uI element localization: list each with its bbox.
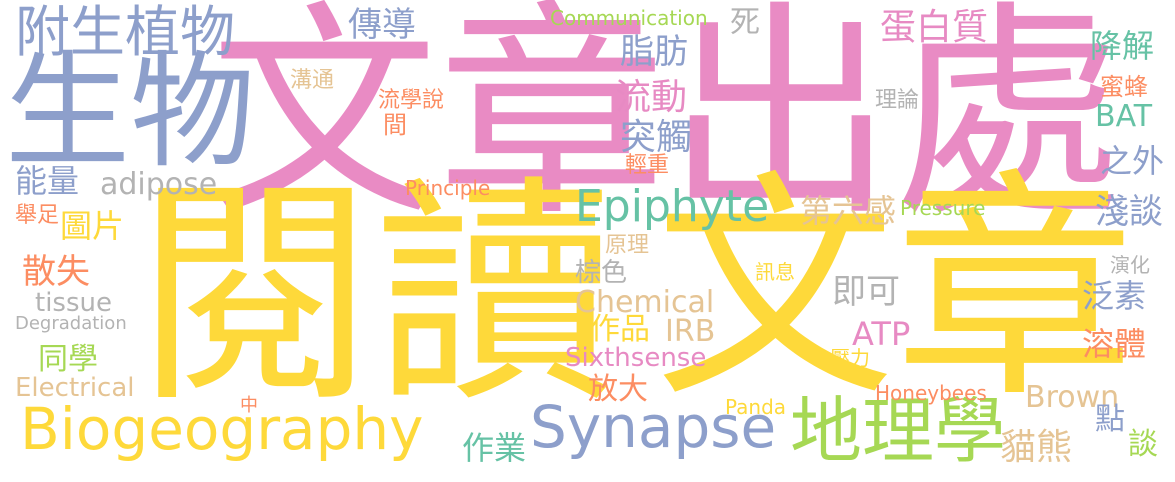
word-irb: IRB (665, 314, 716, 349)
word-jike: 即可 (832, 272, 900, 312)
word-qingzhong: 輕重 (625, 153, 670, 178)
word-principle: Principle (405, 176, 491, 200)
word-degradation: Degradation (15, 313, 127, 334)
word-synapse: Synapse (530, 393, 777, 461)
word-danbaizhi: 蛋白質 (880, 7, 989, 48)
word-biogeography: Biogeography (20, 395, 424, 463)
word-dian: 點 (1095, 402, 1125, 437)
word-wenzhang-chuchu: 文章出處 (210, 0, 1122, 247)
word-qiantan: 淺談 (1095, 192, 1163, 232)
word-diliugan: 第六感 (800, 192, 897, 230)
word-adipose: adipose (100, 167, 218, 202)
word-sanshi: 散失 (22, 252, 90, 292)
word-si: 死 (730, 5, 760, 40)
word-zhifang: 脂肪 (620, 32, 688, 72)
word-maoxiong: 貓熊 (1000, 427, 1073, 468)
word-tissue: tissue (35, 288, 112, 318)
word-jiangjie: 降解 (1090, 27, 1155, 65)
word-panda: Panda (725, 395, 787, 419)
word-zongse: 棕色 (575, 258, 628, 288)
word-fansu: 泛素 (1082, 277, 1147, 315)
word-zhong: 中 (240, 395, 258, 416)
word-tan: 談 (1128, 427, 1158, 462)
word-jian: 間 (383, 111, 407, 139)
word-brown: Brown (1025, 380, 1120, 415)
word-yuedu: 閱讀 (135, 155, 616, 435)
word-atp: ATP (852, 315, 911, 353)
word-mifeng: 蜜蜂 (1100, 73, 1148, 101)
word-liudong: 流動 (615, 77, 688, 118)
word-sixthsense: Sixthsense (565, 343, 707, 373)
word-dilixue: 地理學 (790, 389, 1007, 473)
word-electrical: Electrical (15, 373, 135, 403)
word-zuopin: 作品 (590, 312, 650, 347)
word-zuoye: 作業 (462, 429, 527, 467)
word-chuandao: 傳導 (348, 5, 416, 45)
word-fangda: 放大 (588, 372, 648, 407)
word-pressure: Pressure (900, 196, 986, 220)
word-yanhua: 演化 (1110, 253, 1150, 277)
word-lilun: 理論 (875, 88, 920, 113)
word-goutong: 溝通 (290, 68, 335, 93)
word-wenzhang: 文章 (655, 150, 1136, 430)
word-communication: Communication (550, 6, 708, 30)
word-rongti: 溶體 (1082, 325, 1147, 363)
word-juzu: 舉足 (15, 203, 60, 228)
word-yuanli: 原理 (605, 233, 650, 258)
word-liuxueshuo: 流學說 (378, 88, 445, 113)
word-shengwu: 生物 (5, 40, 255, 185)
word-zhiwai: 之外 (1100, 142, 1165, 180)
word-fusheng-zhiwu: 附生植物 (15, 0, 236, 64)
word-epiphyte: Epiphyte (575, 181, 770, 232)
word-chemical: Chemical (575, 285, 715, 320)
word-bat: BAT (1095, 99, 1153, 134)
word-honeybees: Honeybees (875, 381, 987, 405)
word-xunxi: 訊息 (755, 260, 795, 284)
word-nengliang: 能量 (15, 162, 80, 200)
word-yali: 壓力 (830, 346, 870, 370)
word-tupian: 圖片 (60, 207, 125, 245)
word-tuchu: 突觸 (620, 117, 693, 158)
word-tongxue: 同學 (38, 342, 98, 377)
